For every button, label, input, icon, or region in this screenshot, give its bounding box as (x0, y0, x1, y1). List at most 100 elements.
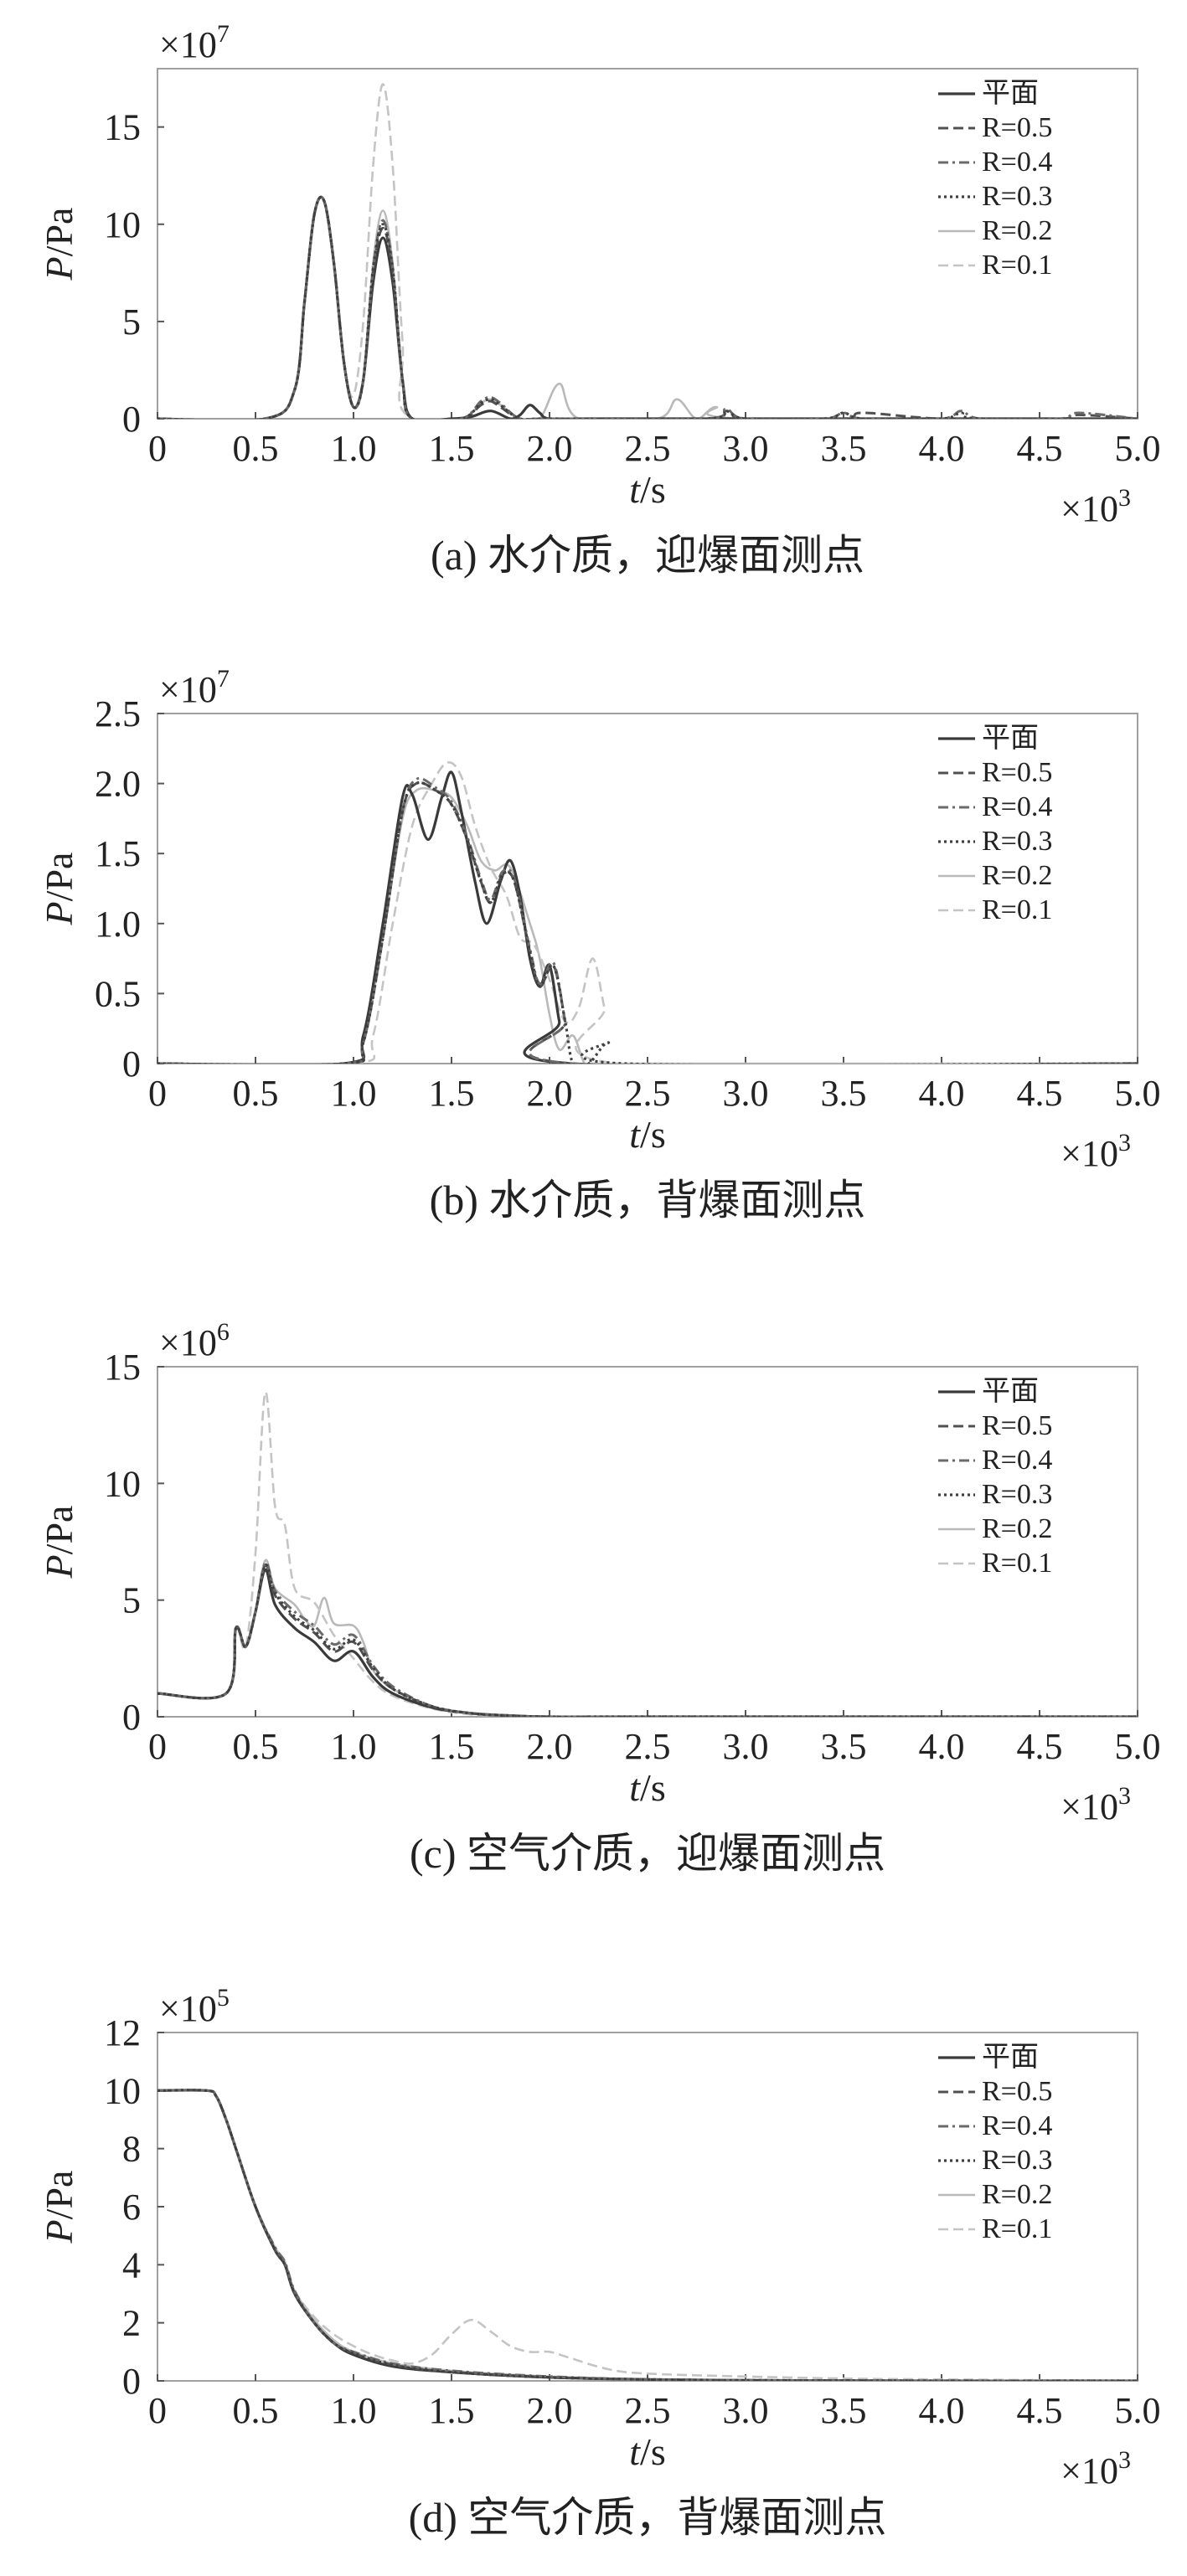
legend-entry: R=0.3 (982, 826, 1052, 857)
legend-entry: 平面 (982, 723, 1039, 754)
legend-entry: R=0.1 (982, 1548, 1052, 1579)
y-axis-label: P/Pa (38, 2171, 80, 2244)
x-tick-label: 1.0 (331, 1073, 377, 1114)
legend-entry: R=0.5 (982, 757, 1052, 788)
x-tick-label: 4.5 (1017, 1073, 1063, 1114)
panel-caption: (d) 空气介质，背爆面测点 (409, 2494, 887, 2541)
y-multiplier: ×107 (159, 20, 230, 65)
series-line-3 (157, 195, 1138, 419)
legend-entry: 平面 (982, 1376, 1039, 1407)
x-tick-label: 0 (148, 428, 167, 469)
chart-panel-2: 0 0.5 1.0 1.5 2.0 2.5 3.0 3.5 4.0 4.5 5.0 0 5 10 15 ×10… (38, 1318, 1161, 1877)
y-tick-label: 8 (122, 2129, 141, 2170)
y-tick-label: 2 (122, 2303, 141, 2344)
x-axis-label: t/s (629, 1113, 665, 1156)
y-tick-label: 0 (122, 1697, 141, 1738)
series-line-5 (157, 761, 1138, 1064)
y-tick-label: 0 (122, 399, 141, 440)
y-tick-label: 10 (104, 1463, 141, 1504)
x-axis-label: t/s (629, 468, 665, 511)
x-tick-label: 5.0 (1115, 2390, 1161, 2431)
x-tick-label: 2.5 (625, 1726, 671, 1767)
y-tick-label: 5 (122, 301, 141, 343)
y-multiplier: ×105 (159, 1984, 230, 2029)
x-tick-label: 2.0 (527, 1073, 573, 1114)
x-tick-label: 3.0 (723, 1726, 769, 1767)
x-tick-label: 5.0 (1115, 428, 1161, 469)
y-tick-label: 2.5 (95, 693, 141, 734)
x-tick-label: 1.5 (429, 1073, 475, 1114)
x-tick-label: 0 (148, 1726, 167, 1767)
legend-entry: 平面 (982, 78, 1039, 109)
y-tick-label: 0 (122, 2361, 141, 2402)
series-line-0 (157, 770, 1138, 1064)
x-tick-label: 1.0 (331, 1726, 377, 1767)
y-axis-label: P/Pa (38, 853, 80, 926)
series-line-2 (157, 776, 1138, 1064)
x-tick-label: 4.5 (1017, 2390, 1063, 2431)
y-tick-label: 1.5 (95, 833, 141, 874)
legend-entry: R=0.3 (982, 2145, 1052, 2176)
x-tick-label: 3.0 (723, 1073, 769, 1114)
chart-panel-1: 0 0.5 1.0 1.5 2.0 2.5 3.0 3.5 4.0 4.5 5.0 0 0.5 1.0 1.… (38, 665, 1161, 1224)
x-tick-label: 2.0 (527, 428, 573, 469)
y-tick-label: 10 (104, 2070, 141, 2111)
x-multiplier: ×103 (1061, 1129, 1131, 1174)
x-tick-label: 5.0 (1115, 1073, 1161, 1114)
legend-entry: R=0.2 (982, 215, 1052, 246)
x-tick-label: 1.0 (331, 2390, 377, 2431)
legend-entry: R=0.4 (982, 1445, 1052, 1476)
x-tick-label: 3.0 (723, 428, 769, 469)
x-multiplier: ×103 (1061, 2446, 1131, 2491)
legend-entry: R=0.2 (982, 1513, 1052, 1544)
series-line-5 (157, 1391, 1138, 1717)
y-tick-label: 0 (122, 1043, 141, 1084)
x-tick-label: 4.0 (919, 2390, 965, 2431)
legend-entry: R=0.4 (982, 147, 1052, 178)
x-tick-label: 3.5 (821, 2390, 867, 2431)
legend-entry: R=0.1 (982, 894, 1052, 925)
series-line-0 (157, 1568, 1138, 1717)
panel-caption: (a) 水介质，迎爆面测点 (431, 532, 864, 579)
x-tick-label: 2.5 (625, 1073, 671, 1114)
x-tick-label: 4.0 (919, 1073, 965, 1114)
x-tick-label: 0.5 (233, 1726, 279, 1767)
x-tick-label: 4.0 (919, 428, 965, 469)
series-line-2 (157, 1561, 1138, 1717)
legend-entry: 平面 (982, 2042, 1039, 2073)
legend-entry: R=0.3 (982, 1479, 1052, 1510)
y-multiplier: ×106 (159, 1318, 230, 1363)
x-tick-label: 2.5 (625, 2390, 671, 2431)
x-tick-label: 0 (148, 2390, 167, 2431)
y-axis-label: P/Pa (38, 1506, 80, 1579)
x-tick-label: 3.5 (821, 1073, 867, 1114)
x-tick-label: 3.0 (723, 2390, 769, 2431)
panel-caption: (c) 空气介质，迎爆面测点 (410, 1830, 885, 1877)
x-axis-label: t/s (629, 2430, 665, 2473)
legend-entry: R=0.4 (982, 791, 1052, 822)
x-tick-label: 2.0 (527, 1726, 573, 1767)
x-tick-label: 1.5 (429, 1726, 475, 1767)
panel-caption: (b) 水介质，背爆面测点 (430, 1177, 866, 1224)
y-tick-label: 10 (104, 204, 141, 245)
series-line-2 (157, 195, 1138, 419)
y-tick-label: 0.5 (95, 973, 141, 1014)
legend-entry: R=0.3 (982, 181, 1052, 212)
y-tick-label: 6 (122, 2187, 141, 2228)
chart-panel-3: 0 0.5 1.0 1.5 2.0 2.5 3.0 3.5 4.0 4.5 5.0 0 2 4 6 8 10 12… (38, 1984, 1161, 2541)
series-line-1 (157, 1564, 1138, 1717)
y-tick-label: 12 (104, 2012, 141, 2053)
legend-entry: R=0.5 (982, 1410, 1052, 1441)
series-line-5 (157, 2089, 1138, 2381)
x-tick-label: 2.0 (527, 2390, 573, 2431)
x-tick-label: 1.5 (429, 428, 475, 469)
legend-entry: R=0.5 (982, 2076, 1052, 2107)
x-multiplier: ×103 (1061, 1782, 1131, 1827)
legend-entry: R=0.5 (982, 112, 1052, 143)
legend-entry: R=0.1 (982, 250, 1052, 281)
x-tick-label: 1.5 (429, 2390, 475, 2431)
x-tick-label: 5.0 (1115, 1726, 1161, 1767)
y-tick-label: 15 (104, 107, 141, 148)
x-tick-label: 3.5 (821, 428, 867, 469)
y-axis-label: P/Pa (38, 208, 80, 281)
